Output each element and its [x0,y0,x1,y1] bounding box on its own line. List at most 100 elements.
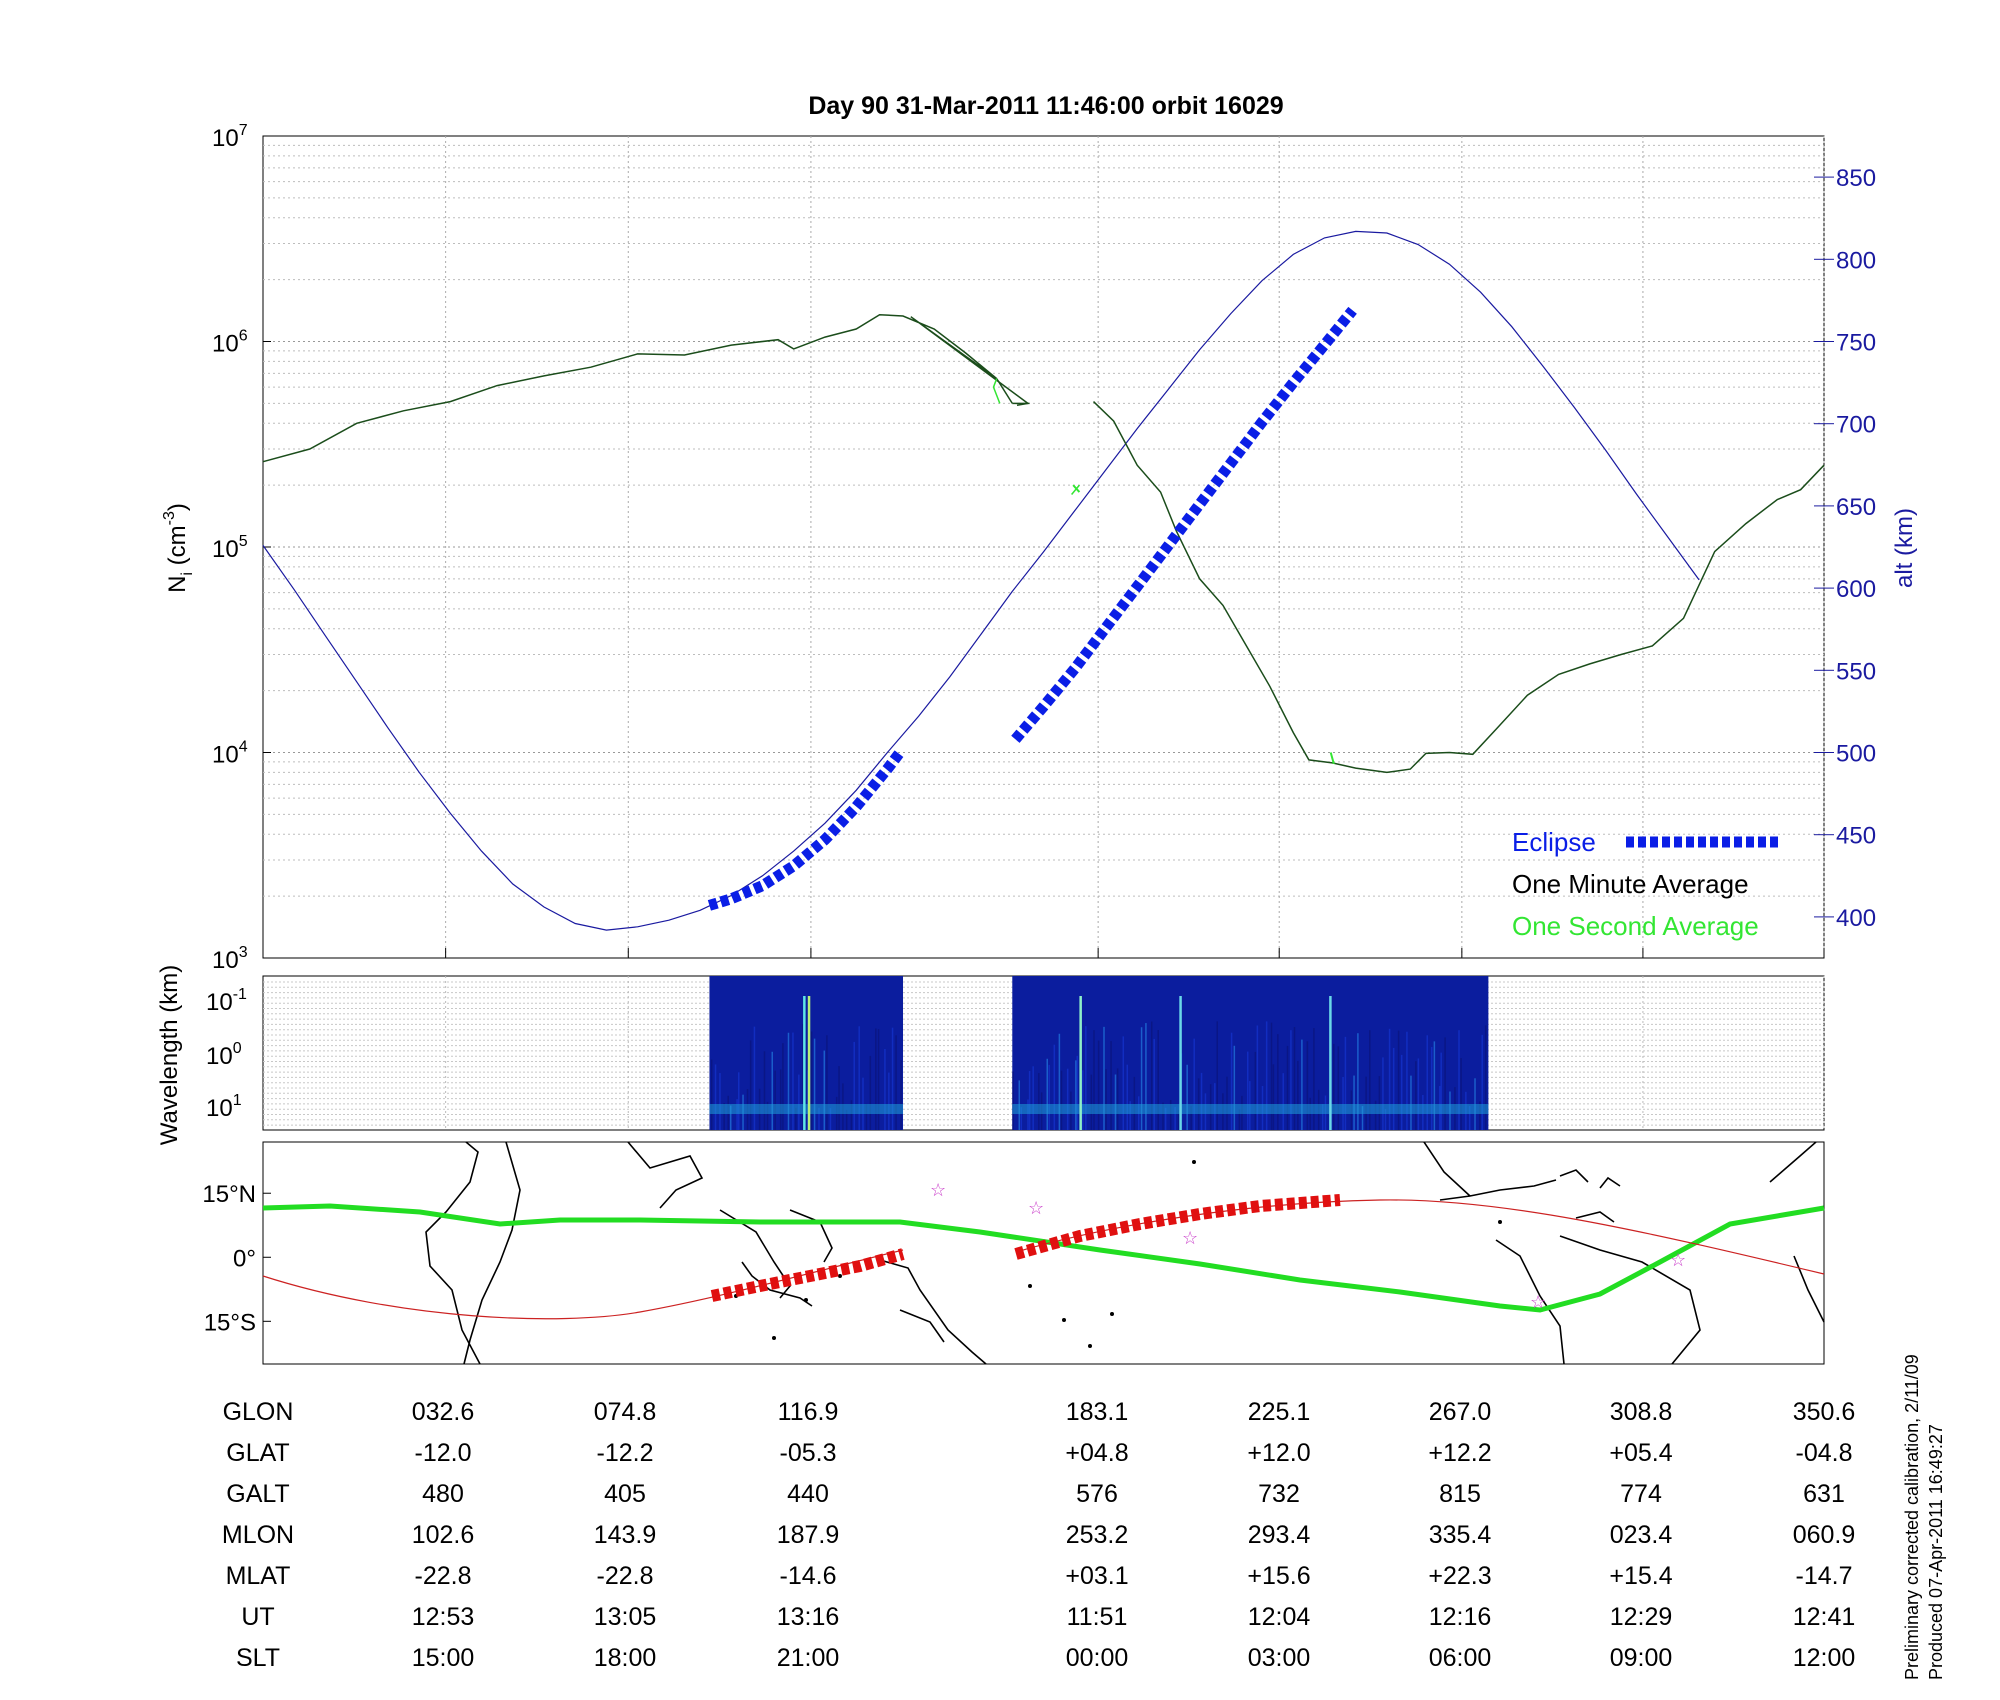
map-y-ticks: 15°N 0° 15°S [202,1181,271,1336]
density-grid [263,136,1825,958]
orbit-ephemeris-table: GLON 032.6 074.8 116.9 183.1 225.1 267.0 308.8 3… [222,1398,1855,1672]
eclipse-series [707,306,1357,911]
spectrogram-streak [710,1059,713,1130]
spectrogram-streak [818,1107,820,1130]
spectrogram-streak [738,1072,740,1130]
legend-minute-label: One Minute Average [1512,869,1749,899]
table-cell: 225.1 [1248,1398,1311,1426]
spectrogram-streak [1093,1030,1095,1130]
island [1088,1344,1092,1348]
spectrogram-streak [1484,1025,1487,1130]
spectrogram-streak [714,1064,717,1130]
table-cell: 21:00 [777,1644,840,1672]
spectrogram-streak [1265,1021,1268,1130]
spectrogram-streak [1164,1107,1167,1130]
table-cell: 023.4 [1610,1521,1673,1549]
spectrogram-streak [1090,1074,1093,1130]
spectrogram-burst [803,996,806,1130]
spectrogram-streak [1270,1022,1273,1130]
table-cell: 143.9 [594,1521,657,1549]
table-cell: 440 [787,1480,829,1508]
table-cell: 15:00 [412,1644,475,1672]
map-frame [262,1141,1825,1365]
spectrogram-streak [1361,1106,1364,1130]
coastline [463,1141,521,1365]
spectrogram-streak [810,1031,813,1130]
station-star-icon: ☆ [1028,1198,1044,1218]
map-y-tick-label: 15°S [204,1309,256,1336]
spectrogram-streak [1238,1109,1241,1130]
table-cell: 102.6 [412,1521,475,1549]
spectrogram-streak [829,1108,832,1130]
spectrogram-streak [1344,1036,1347,1130]
coastline [719,1209,791,1299]
ion-density-line [1071,484,1080,495]
coastlines [425,1141,1825,1365]
spectrogram-streak [1230,1032,1233,1130]
table-row-label: MLON [222,1521,294,1549]
spectrogram-streak [763,1051,766,1130]
spectrogram-streak [1444,1037,1446,1130]
table-row-label: MLAT [226,1562,291,1590]
density-y-tick-label: 106 [212,328,248,358]
spectrogram-band [709,1104,904,1114]
spectrogram-streak [774,1070,776,1130]
coastline [1599,1176,1621,1189]
table-cell: +22.3 [1428,1562,1491,1590]
table-cell: 116.9 [778,1398,839,1426]
spectrogram-streak [858,1026,860,1130]
table-cell: 03:00 [1248,1644,1311,1672]
spectrogram-streak [1150,1021,1153,1130]
spectrogram-y-ticks: 10-1 100 101 [206,986,247,1122]
spectrogram-streak [1458,1030,1460,1130]
island [838,1274,842,1278]
coastline [1793,1255,1825,1323]
coastline [1769,1141,1817,1183]
spectrogram-streak [1216,1021,1218,1130]
spectrogram-streak [1169,1100,1172,1130]
spectrogram-streak [865,1103,868,1130]
table-cell: 032.6 [412,1398,475,1426]
altitude-series [262,230,1700,931]
spectrogram-streak [1353,1075,1355,1130]
island [1192,1160,1196,1164]
spectrogram-streak [1333,1043,1335,1130]
spectrogram-streak [1388,1028,1391,1130]
produced-note: Produced 07-Apr-2011 16:49:27 [1926,1424,1946,1680]
spectrogram-y-axis-label: Wavelength (km) [156,965,183,1146]
spectrogram-streak [1392,1047,1395,1130]
altitude-y-tick-label: 850 [1836,165,1876,192]
spectrogram-streak [1342,1076,1344,1130]
spectrogram-streak [1406,1031,1408,1130]
spectrogram-streak [1365,1076,1367,1130]
spectrogram-streak [1114,1074,1117,1130]
spectrogram-streak [1076,1055,1078,1130]
spectrogram-streak [1177,1109,1180,1130]
table-cell: -05.3 [780,1439,837,1467]
spectrogram-streak [1133,1076,1136,1130]
table-cell: 074.8 [594,1398,657,1426]
spectrogram-streak [826,1035,828,1130]
spectrogram-streak [1103,1026,1105,1130]
spectrogram-streak [1145,1023,1147,1130]
altitude-y-tick-label: 750 [1836,330,1876,357]
table-cell: -12.2 [597,1439,654,1467]
table-cell: 183.1 [1066,1398,1129,1426]
ion-density-line [1092,401,1825,774]
altitude-y-tick-label: 800 [1836,247,1876,274]
spectrogram-streak [1129,1101,1131,1130]
table-row-label: GALT [226,1480,289,1508]
spectrogram-streak [1440,1052,1442,1130]
spectrogram-streak [1110,1041,1112,1130]
spectrogram-streak [877,1029,880,1130]
spectrogram-streak [723,1103,725,1130]
spectrogram-streak [1126,1064,1129,1130]
spectrogram-streak [1085,1026,1087,1130]
spectrogram-streak [1369,1030,1371,1130]
spectrogram-streak [1046,1058,1049,1130]
table-cell: 293.4 [1248,1521,1311,1549]
table-cell: 576 [1076,1480,1118,1508]
altitude-y-tick-label: 600 [1836,576,1876,603]
coastline [627,1141,704,1209]
